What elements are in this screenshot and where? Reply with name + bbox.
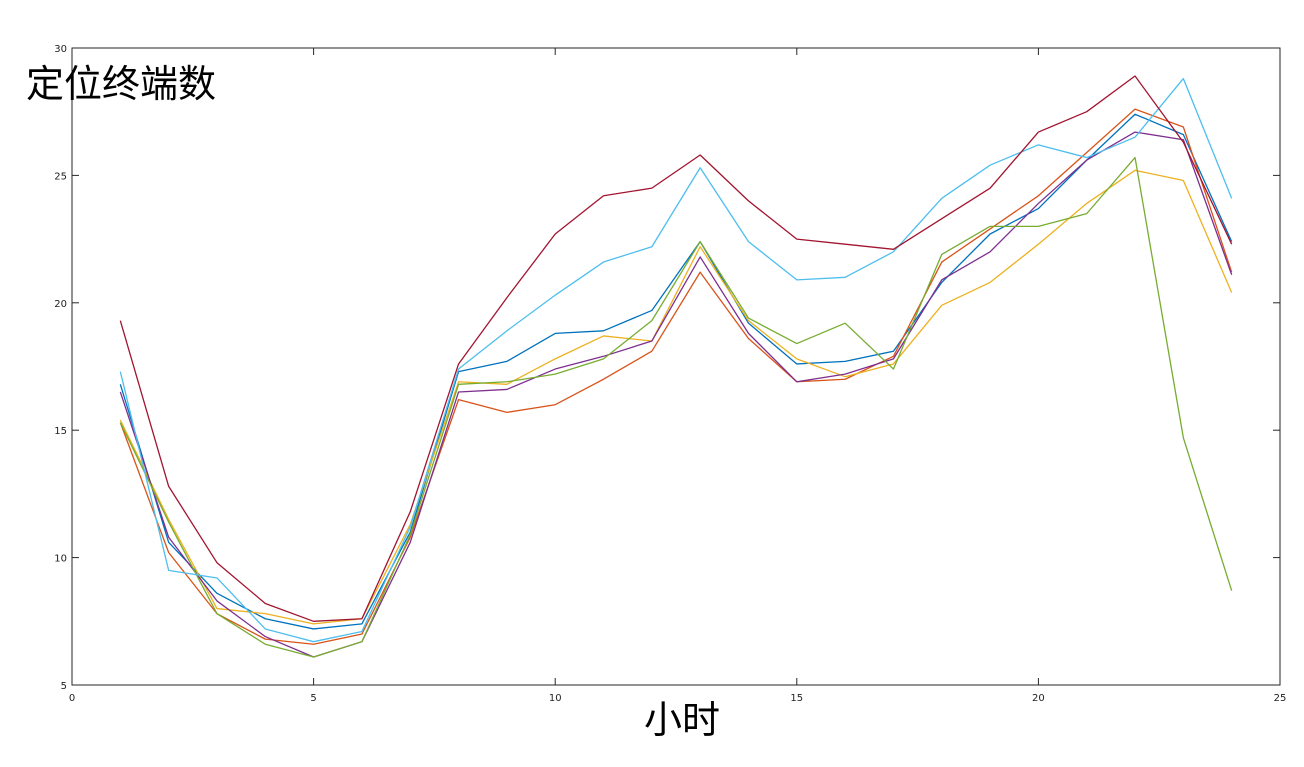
series-lines — [119, 75, 1233, 658]
x-tick-label: 10 — [549, 693, 562, 704]
y-tick-label: 20 — [54, 299, 67, 310]
y-tick-label: 25 — [54, 171, 67, 182]
series-line-2 — [119, 108, 1233, 645]
y-tick-label: 15 — [54, 426, 67, 437]
y-tick-label: 5 — [61, 681, 67, 692]
plot-area — [71, 47, 1281, 686]
series-line-3 — [119, 169, 1233, 625]
series-line-7 — [119, 75, 1233, 622]
y-tick-label: 30 — [54, 44, 67, 55]
series-line-4 — [119, 131, 1233, 658]
series-line-6 — [119, 77, 1233, 643]
x-tick-label: 20 — [1032, 693, 1045, 704]
x-tick-label: 0 — [69, 693, 75, 704]
x-axis-title: 小时 — [644, 698, 720, 742]
y-axis-title: 定位终端数 — [26, 62, 216, 106]
x-tick-label: 25 — [1274, 693, 1287, 704]
series-line-5 — [119, 156, 1233, 658]
y-tick-label: 10 — [54, 554, 67, 565]
x-tick-label: 15 — [790, 693, 803, 704]
series-line-1 — [119, 113, 1233, 630]
x-tick-label: 5 — [310, 693, 316, 704]
